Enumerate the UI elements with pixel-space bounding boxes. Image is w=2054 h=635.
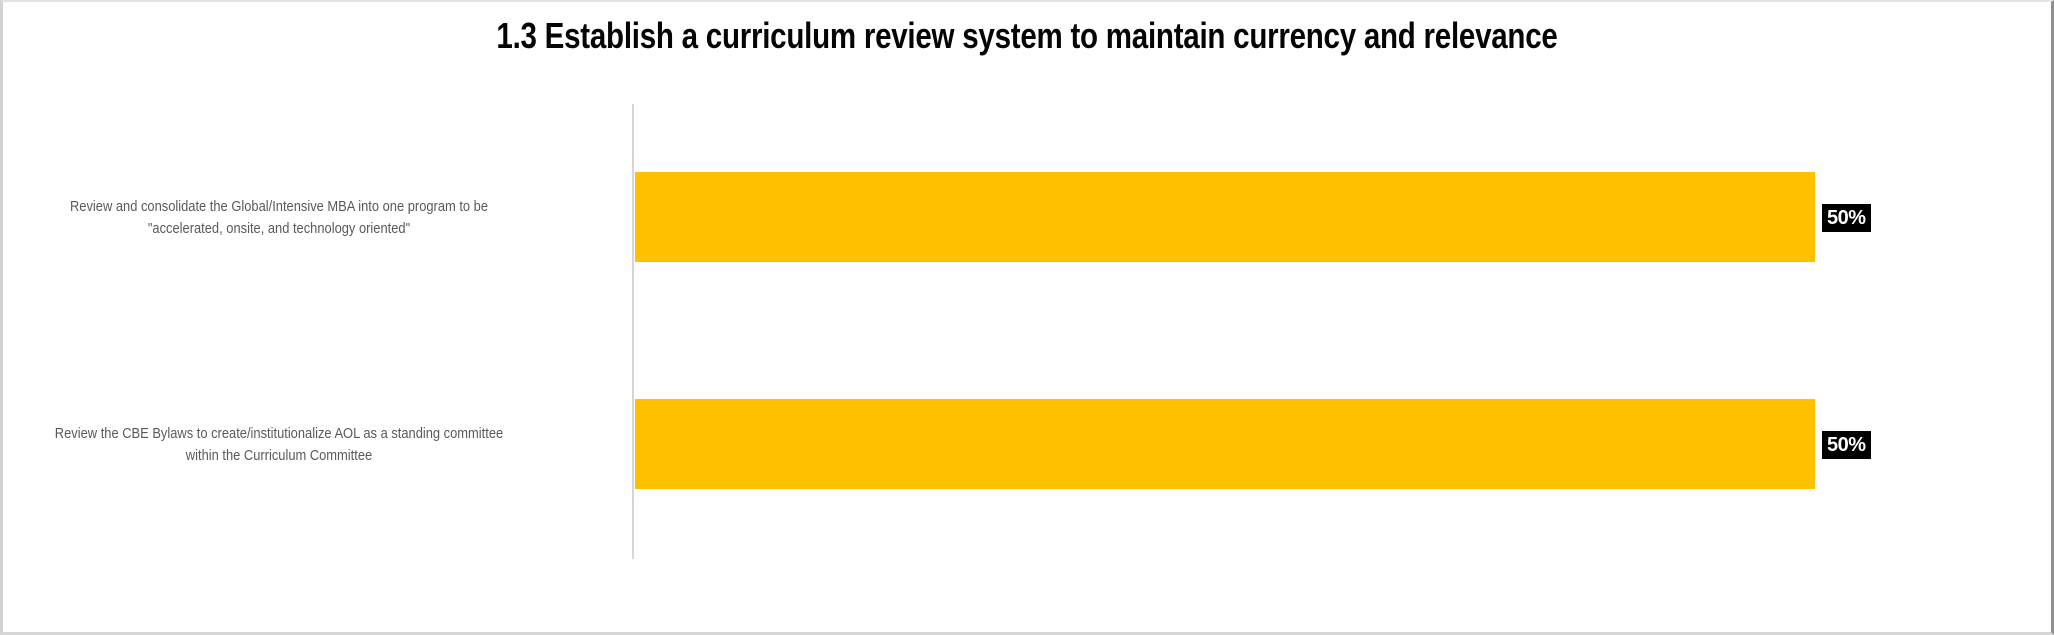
- chart-title: 1.3 Establish a curriculum review system…: [496, 15, 1558, 56]
- bar-row: Review the CBE Bylaws to create/institut…: [3, 331, 2051, 558]
- data-label-badge: 50%: [1822, 431, 1871, 459]
- bar-segment[interactable]: [635, 172, 1815, 262]
- bar-row: Review and consolidate the Global/Intens…: [3, 104, 2051, 331]
- data-label-badge: 50%: [1822, 204, 1871, 232]
- category-axis-line: [632, 104, 634, 559]
- category-label: Review and consolidate the Global/Intens…: [69, 197, 489, 237]
- plot-area: Review and consolidate the Global/Intens…: [3, 104, 2051, 559]
- bar-segment[interactable]: [635, 399, 1815, 489]
- category-label: Review the CBE Bylaws to create/institut…: [54, 424, 504, 464]
